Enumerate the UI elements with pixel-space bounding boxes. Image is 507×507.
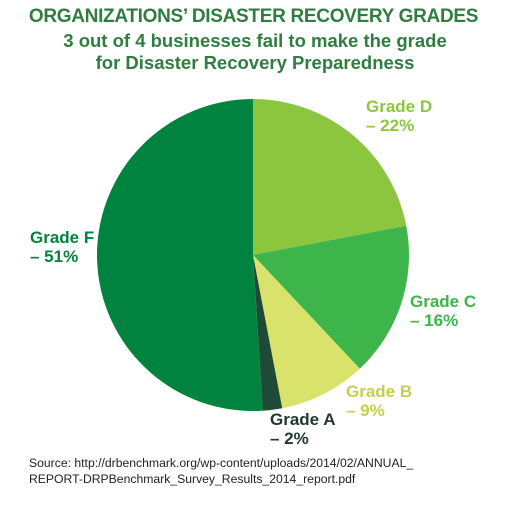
pie-slice	[253, 225, 409, 369]
slice-label: Grade A – 2%	[270, 410, 335, 448]
pie-slice	[96, 99, 263, 412]
pie-slice	[253, 255, 360, 409]
chart-subtitle: 3 out of 4 businesses fail to make the g…	[63, 30, 447, 73]
source-note: REPORT-DRPBenchmark_Survey_Results_2014_…	[29, 472, 356, 486]
slice-label: Grade B – 9%	[346, 382, 413, 420]
pie-slice	[253, 255, 283, 411]
slice-label: Grade D – 22%	[366, 97, 433, 135]
source-note: Source: http://drbenchmark.org/wp-conten…	[29, 456, 414, 470]
chart-title: ORGANIZATIONS’ DISASTER RECOVERY GRADES	[28, 6, 479, 27]
slice-label: Grade F – 51%	[30, 228, 95, 266]
slice-label: Grade C – 16%	[410, 292, 477, 330]
pie-slice	[253, 99, 407, 255]
